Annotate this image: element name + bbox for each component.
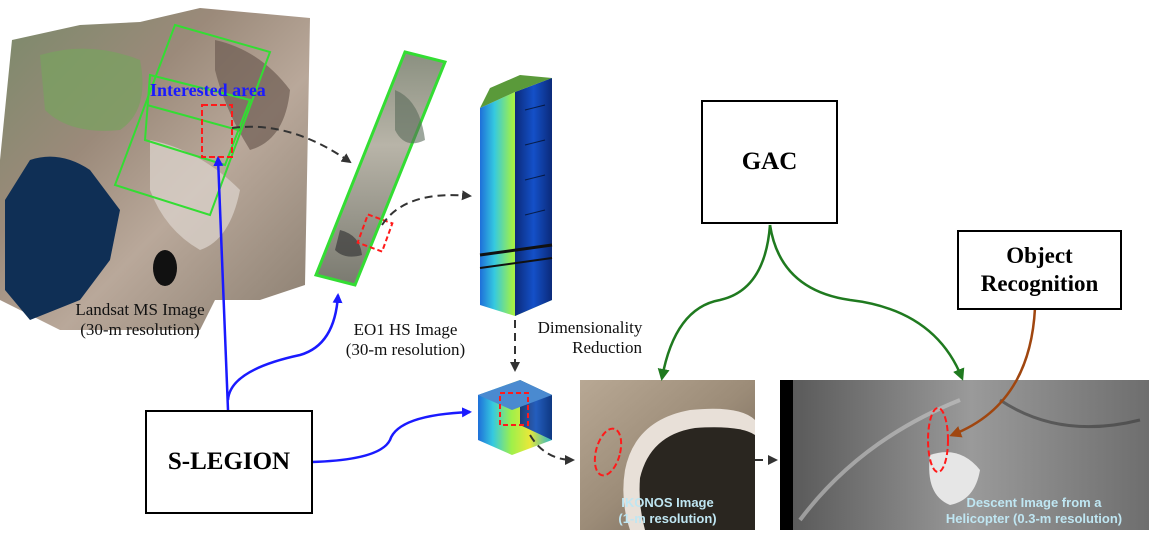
landsat-caption-1: Landsat MS Image xyxy=(75,300,205,319)
interested-area-label: Interested area xyxy=(150,80,266,100)
arrow-slegion-to-landsat xyxy=(213,156,230,411)
descent-caption-1: Descent Image from a xyxy=(966,495,1102,510)
arrow-eo1-to-cube xyxy=(381,190,472,226)
arrow-gac-to-descent xyxy=(768,224,965,381)
gac-box: GAC xyxy=(701,100,838,224)
object-recognition-box: Object Recognition xyxy=(957,230,1122,310)
landsat-caption-2: (30-m resolution) xyxy=(80,320,200,339)
gac-label: GAC xyxy=(741,148,798,175)
ikonos-image xyxy=(580,380,755,530)
eo1-caption-1: EO1 HS Image xyxy=(353,320,458,339)
eo1-caption-2: (30-m resolution) xyxy=(345,340,466,359)
arrow-slegion-to-reduced xyxy=(311,407,472,464)
dimred-caption-2: Reduction xyxy=(572,338,642,357)
descent-image xyxy=(780,380,1149,530)
hyperspectral-cube xyxy=(479,75,553,316)
reduced-cube xyxy=(478,380,552,455)
arrow-slegion-to-eo1 xyxy=(226,293,343,401)
ikonos-caption-1: IKONOS Image xyxy=(621,495,714,510)
object-recognition-label-1: Object xyxy=(1006,243,1073,268)
slegion-label: S-LEGION xyxy=(167,448,291,475)
landsat-ms-image xyxy=(0,8,310,330)
arrow-gac-to-ikonos xyxy=(657,224,772,381)
eo1-hs-image xyxy=(313,50,448,287)
ikonos-caption-2: (1-m resolution) xyxy=(618,511,717,526)
arrow-object-to-descent xyxy=(949,307,1037,438)
dimred-caption-1: Dimensionality xyxy=(537,318,643,337)
descent-caption: Descent Image from a Helicopter (0.3-m r… xyxy=(920,495,1148,527)
landsat-caption: Landsat MS Image (30-m resolution) xyxy=(40,300,240,340)
slegion-box: S-LEGION xyxy=(145,410,313,514)
arrow-reduced-to-ikonos xyxy=(529,434,575,465)
descent-caption-2: Helicopter (0.3-m resolution) xyxy=(945,511,1123,526)
eo1-caption: EO1 HS Image (30-m resolution) xyxy=(318,320,493,360)
ikonos-caption: IKONOS Image (1-m resolution) xyxy=(585,495,750,527)
arrow-landsat-to-eo1 xyxy=(231,125,352,164)
dimensionality-reduction-caption: Dimensionality Reduction xyxy=(520,318,660,358)
object-recognition-label-2: Recognition xyxy=(980,271,1099,296)
